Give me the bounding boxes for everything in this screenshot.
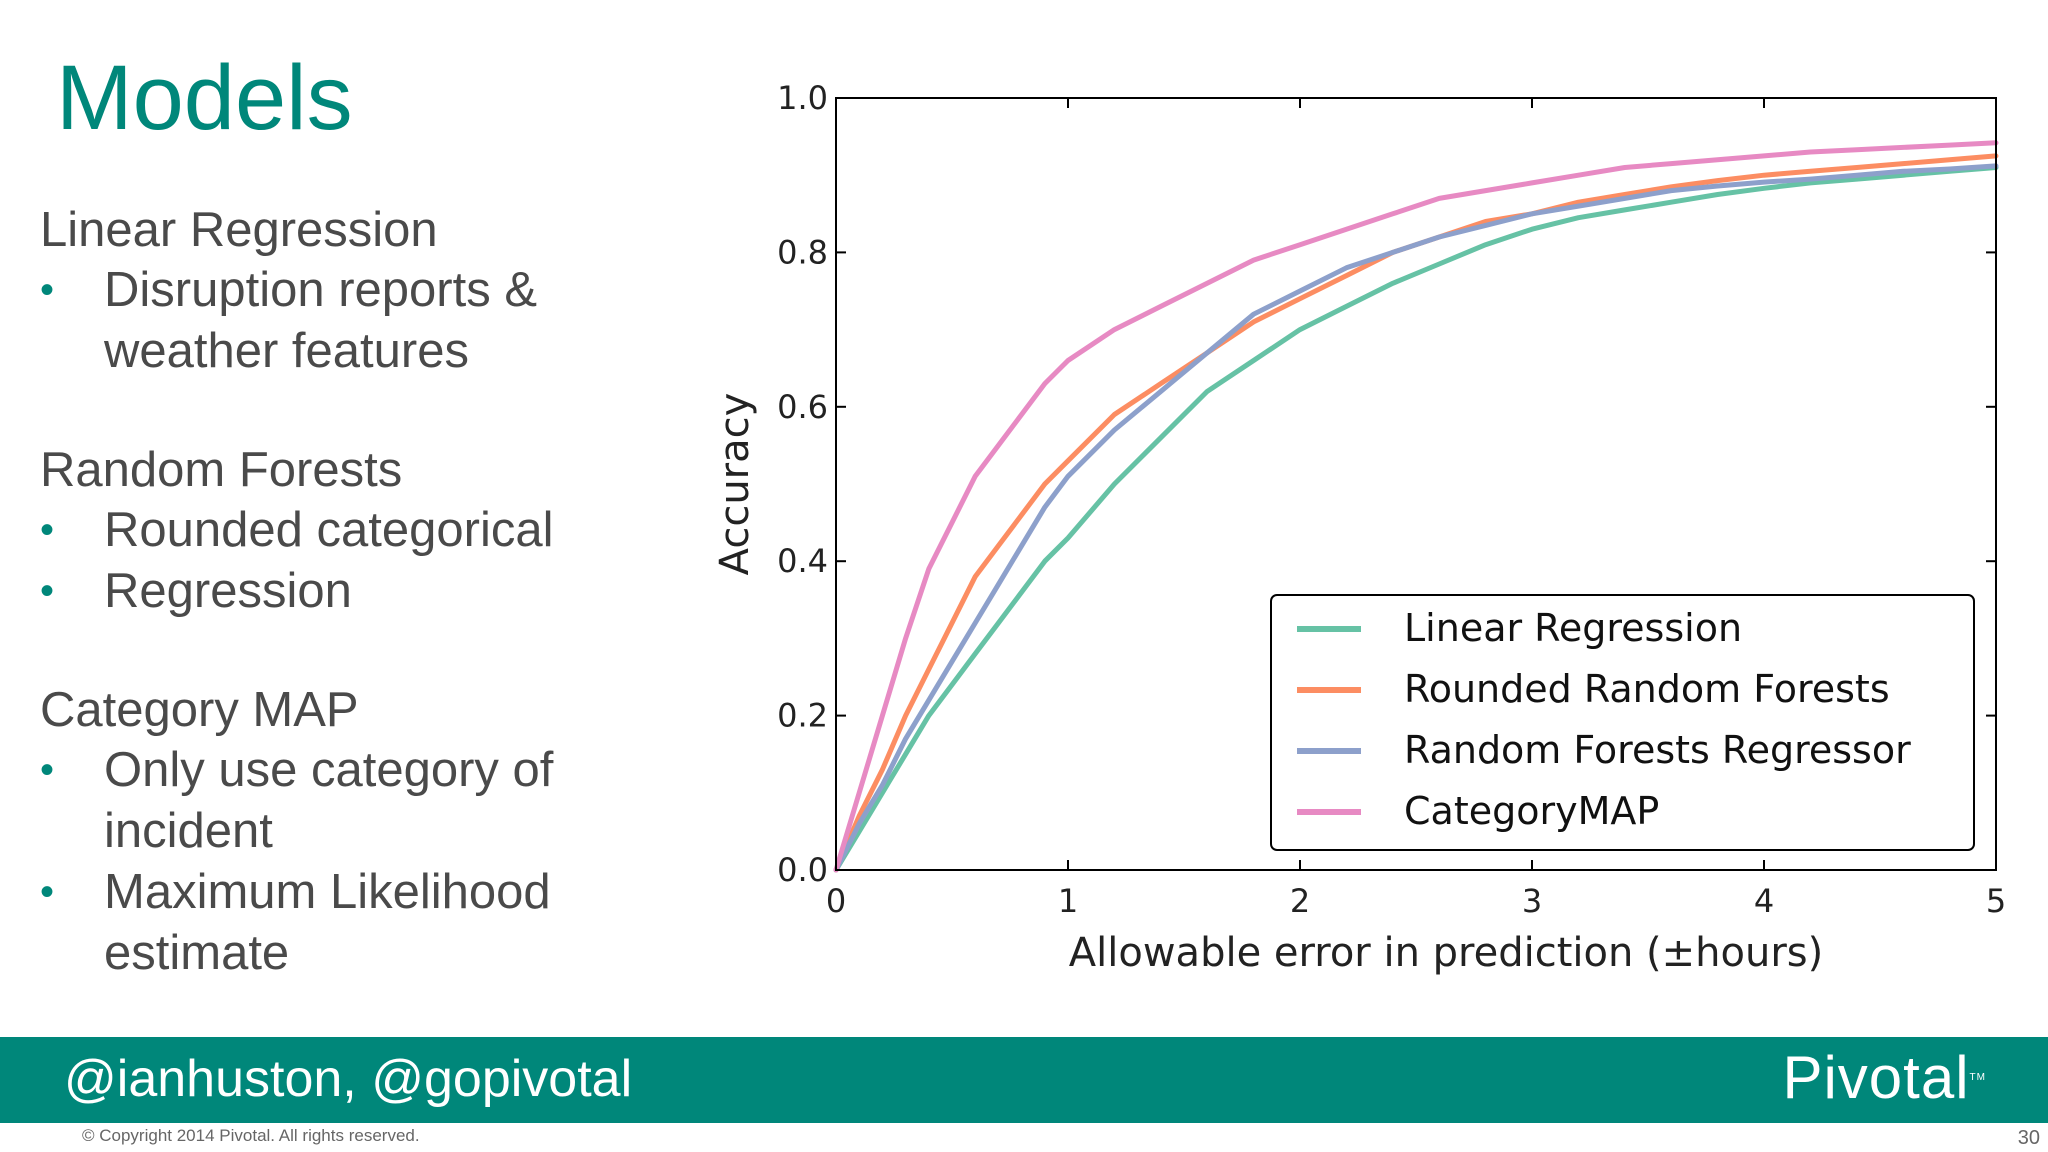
x-tick-label: 0 (826, 882, 846, 920)
trademark-mark: TM (1969, 1072, 1986, 1083)
section-random-forests: Random Forests • Rounded categorical • Reg… (40, 440, 660, 622)
x-tick-label: 1 (1058, 882, 1078, 920)
twitter-handles: @ianhuston, @gopivotal (64, 1050, 633, 1108)
y-tick-label: 0.6 (777, 388, 828, 426)
model-list: Linear Regression • Disruption reports & … (40, 200, 660, 1042)
section-linear-regression: Linear Regression • Disruption reports & … (40, 200, 660, 382)
footer-bar: @ianhuston, @gopivotal PivotalTM (0, 1037, 2048, 1123)
list-item-continuation: incident (40, 801, 660, 862)
legend-box (1270, 594, 1975, 851)
bullet-text: Only use category of (104, 743, 554, 797)
bullet-list: • Rounded categorical • Regression (40, 500, 660, 622)
x-tick-label: 4 (1754, 882, 1774, 920)
bullet-text: incident (104, 804, 273, 858)
legend-entry: Random Forests Regressor (1404, 728, 1911, 772)
y-tick-label: 0.0 (777, 851, 828, 889)
bullet-dot-icon: • (40, 268, 55, 312)
list-item: • Disruption reports & (40, 260, 660, 321)
y-axis-label: Accuracy (712, 393, 758, 576)
list-item: • Regression (40, 561, 660, 622)
x-tick-label: 5 (1986, 882, 2006, 920)
section-category-map: Category MAP • Only use category of incid… (40, 680, 660, 984)
bullet-text: weather features (104, 324, 469, 378)
x-tick-label: 2 (1290, 882, 1310, 920)
bullet-dot-icon: • (40, 569, 55, 613)
list-item: • Rounded categorical (40, 500, 660, 561)
y-tick-label: 1.0 (777, 79, 828, 117)
section-heading: Random Forests (40, 443, 403, 497)
series-line-1 (833, 153, 1999, 873)
legend-entry: CategoryMAP (1404, 789, 1659, 833)
y-tick-label: 0.2 (777, 697, 828, 735)
section-heading: Category MAP (40, 683, 359, 737)
bullet-text: Maximum Likelihood (104, 865, 551, 919)
pivotal-logo: PivotalTM (1782, 1043, 1986, 1113)
y-tick-label: 0.4 (777, 542, 828, 580)
series-line-2 (833, 163, 1999, 873)
legend-entry: Rounded Random Forests (1404, 667, 1890, 711)
plot-frame (835, 97, 1997, 871)
list-item-continuation: estimate (40, 923, 660, 984)
x-tick-label: 3 (1522, 882, 1542, 920)
bullet-text: Disruption reports & (104, 263, 538, 317)
bullet-dot-icon: • (40, 748, 55, 792)
list-item: • Only use category of (40, 740, 660, 801)
series-line-3 (833, 140, 1999, 873)
bullet-list: • Only use category of incident • Maximum … (40, 740, 660, 984)
y-tick-label: 0.8 (777, 233, 828, 271)
bullet-text: Regression (104, 564, 352, 618)
logo-wordmark: Pivotal (1782, 1044, 1970, 1111)
page-number: 30 (2017, 1127, 2040, 1149)
copyright-notice: © Copyright 2014 Pivotal. All rights res… (82, 1126, 420, 1145)
list-item: • Maximum Likelihood (40, 862, 660, 923)
bullet-list: • Disruption reports & weather features (40, 260, 660, 382)
bullet-dot-icon: • (40, 870, 55, 914)
bullet-dot-icon: • (40, 508, 55, 552)
bullet-text: estimate (104, 926, 290, 980)
series-line-0 (833, 165, 1999, 873)
list-item-continuation: weather features (40, 321, 660, 382)
legend-entry: Linear Regression (1404, 606, 1742, 650)
x-axis-label: Allowable error in prediction (±hours) (1069, 930, 1823, 976)
slide-title: Models (56, 47, 353, 149)
section-heading: Linear Regression (40, 203, 438, 257)
bullet-text: Rounded categorical (104, 503, 554, 557)
